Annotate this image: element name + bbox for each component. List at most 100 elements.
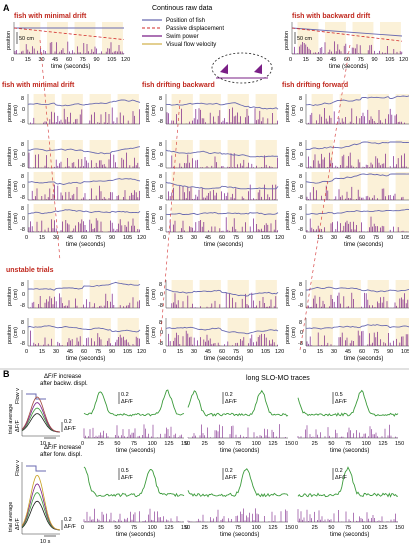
position-panel	[305, 172, 409, 201]
swim-power-bars	[28, 330, 140, 346]
fish-position-line	[305, 141, 409, 150]
x-tick-label: 120	[121, 57, 130, 63]
x-tick-label: 125	[268, 525, 277, 531]
y-axis-unit: (cm)	[13, 105, 19, 116]
fish-position-line	[306, 324, 409, 330]
y-tick-label: 8	[21, 142, 24, 148]
position-panel	[305, 94, 409, 125]
flow-shade	[33, 94, 55, 124]
flow-shade	[395, 140, 409, 168]
x-axis-label: time (seconds)	[344, 356, 383, 362]
y-tick-label: 8	[299, 96, 302, 102]
x-tick-label: 45	[205, 349, 211, 355]
flow-shade	[339, 318, 361, 346]
x-tick-label: 90	[247, 349, 253, 355]
unstable-title: unstable trials	[6, 267, 54, 274]
position-panel	[165, 140, 279, 169]
x-tick-label: 30	[317, 57, 323, 63]
flow-shade	[395, 280, 409, 308]
x-tick-label: 120	[275, 349, 284, 355]
y-tick-label: 0	[22, 216, 25, 222]
df-trace-line	[297, 389, 399, 417]
overview-panel	[291, 22, 403, 55]
flow-shade	[102, 22, 123, 54]
x-tick-label: 0	[303, 349, 306, 355]
df-trace-line	[187, 468, 289, 498]
df-scale-label: ΔF/F	[335, 475, 348, 481]
flow-shade	[367, 140, 389, 168]
flow-shade	[199, 204, 221, 232]
x-axis-label: time (seconds)	[204, 356, 243, 362]
x-tick-label: 75	[80, 57, 86, 63]
flow-shade	[199, 140, 221, 168]
df-scale-label: ΔF/F	[64, 426, 77, 432]
y-axis-unit: (cm)	[291, 181, 297, 192]
y-tick-label: -8	[158, 227, 163, 233]
flow-shade	[395, 94, 409, 124]
fish-position-line	[291, 27, 403, 37]
y-axis-unit: (cm)	[291, 149, 297, 160]
trial-average-label: trial average	[8, 404, 14, 434]
y-tick-label: 0	[160, 184, 163, 190]
y-tick-label: -8	[298, 227, 303, 233]
position-panel	[165, 318, 279, 347]
flow-shade	[199, 280, 221, 308]
y-axis-unit: (cm)	[291, 327, 297, 338]
fish-position-line	[165, 288, 279, 297]
flow-shade	[89, 204, 111, 232]
flow-shade	[367, 94, 389, 124]
position-panel	[27, 204, 141, 233]
swim-power-bars	[297, 509, 398, 522]
x-tick-label: 50	[114, 525, 120, 531]
long-traces-title: long SLO-MO traces	[246, 375, 310, 382]
x-tick-label: 30	[191, 349, 197, 355]
x-tick-label: 105	[123, 349, 132, 355]
y-tick-label: 8	[159, 96, 162, 102]
x-tick-label: 50	[328, 525, 334, 531]
y-axis-label: position	[7, 211, 13, 230]
swim-power-bars	[166, 107, 278, 124]
flow-shade	[74, 22, 96, 54]
x-tick-label: 150	[395, 525, 404, 531]
flow-shade	[61, 172, 83, 200]
x-tick-label: 25	[202, 441, 208, 447]
y-axis-unit: (cm)	[13, 289, 19, 300]
flow-shade	[255, 280, 277, 308]
x-tick-label: 45	[345, 235, 351, 241]
x-tick-label: 60	[81, 349, 87, 355]
x-tick-label: 25	[202, 525, 208, 531]
x-tick-label: 125	[164, 441, 173, 447]
y-tick-label: -8	[298, 303, 303, 309]
y-tick-label: 8	[299, 282, 302, 288]
position-panel	[165, 280, 279, 309]
connector-line	[159, 99, 181, 346]
x-tick-label: 75	[373, 235, 379, 241]
connector-line	[39, 39, 61, 261]
y-tick-label: -8	[158, 303, 163, 309]
flow-shade	[89, 94, 111, 124]
flow-step	[26, 465, 46, 472]
x-tick-label: 50	[114, 441, 120, 447]
x-tick-label: 25	[98, 525, 104, 531]
position-panel	[305, 280, 409, 309]
swim-power-bars	[297, 424, 398, 438]
inset-top-title-2: after backw. displ.	[40, 381, 88, 387]
flow-shade	[117, 94, 139, 124]
fish-position-line	[165, 149, 279, 158]
fish-position-line	[27, 146, 141, 155]
legend-label-passive: Passive displacement	[166, 26, 224, 32]
x-tick-label: 15	[25, 57, 31, 63]
flow-shade	[395, 172, 409, 200]
x-axis-label: time (seconds)	[204, 242, 243, 248]
x-tick-label: 0	[289, 57, 292, 63]
flow-shade	[89, 172, 111, 200]
flow-shade	[33, 318, 55, 346]
column-title: fish with minimal drift	[2, 82, 75, 89]
y-axis-label: position	[285, 147, 291, 166]
inset-bottom-title-2: after forw. displ.	[40, 452, 82, 458]
flow-shade	[61, 204, 83, 232]
x-tick-label: 105	[401, 349, 409, 355]
x-tick-label: 30	[191, 235, 197, 241]
swim-power-bars	[187, 424, 286, 438]
x-tick-label: 0	[163, 235, 166, 241]
